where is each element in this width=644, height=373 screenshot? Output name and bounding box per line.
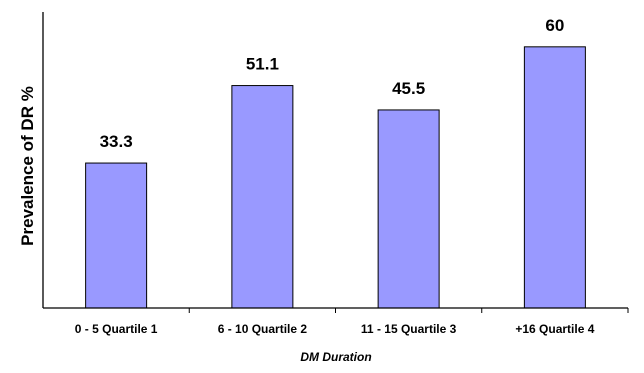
value-label-1: 33.3 <box>100 132 133 151</box>
bar-3 <box>377 109 440 309</box>
bar-2 <box>231 85 294 309</box>
x-tick-label-2: 6 - 10 Quartile 2 <box>218 322 308 336</box>
value-labels-layer: 33.3 51.1 45.5 60 <box>100 16 565 151</box>
value-label-4: 60 <box>545 16 564 35</box>
x-tick-label-4: +16 Quartile 4 <box>515 322 594 336</box>
x-ticks-layer: 0 - 5 Quartile 1 6 - 10 Quartile 2 11 - 15… <box>75 308 629 336</box>
y-axis-title: Prevalence of DR % <box>18 86 37 246</box>
bar-1 <box>85 162 148 309</box>
value-label-3: 45.5 <box>392 79 425 98</box>
x-tick-label-1: 0 - 5 Quartile 1 <box>75 322 158 336</box>
x-tick-label-3: 11 - 15 Quartile 3 <box>361 322 457 336</box>
value-label-2: 51.1 <box>246 55 279 74</box>
x-axis-title: DM Duration <box>300 350 371 364</box>
bar-4 <box>523 46 586 309</box>
bars-layer <box>85 46 586 309</box>
